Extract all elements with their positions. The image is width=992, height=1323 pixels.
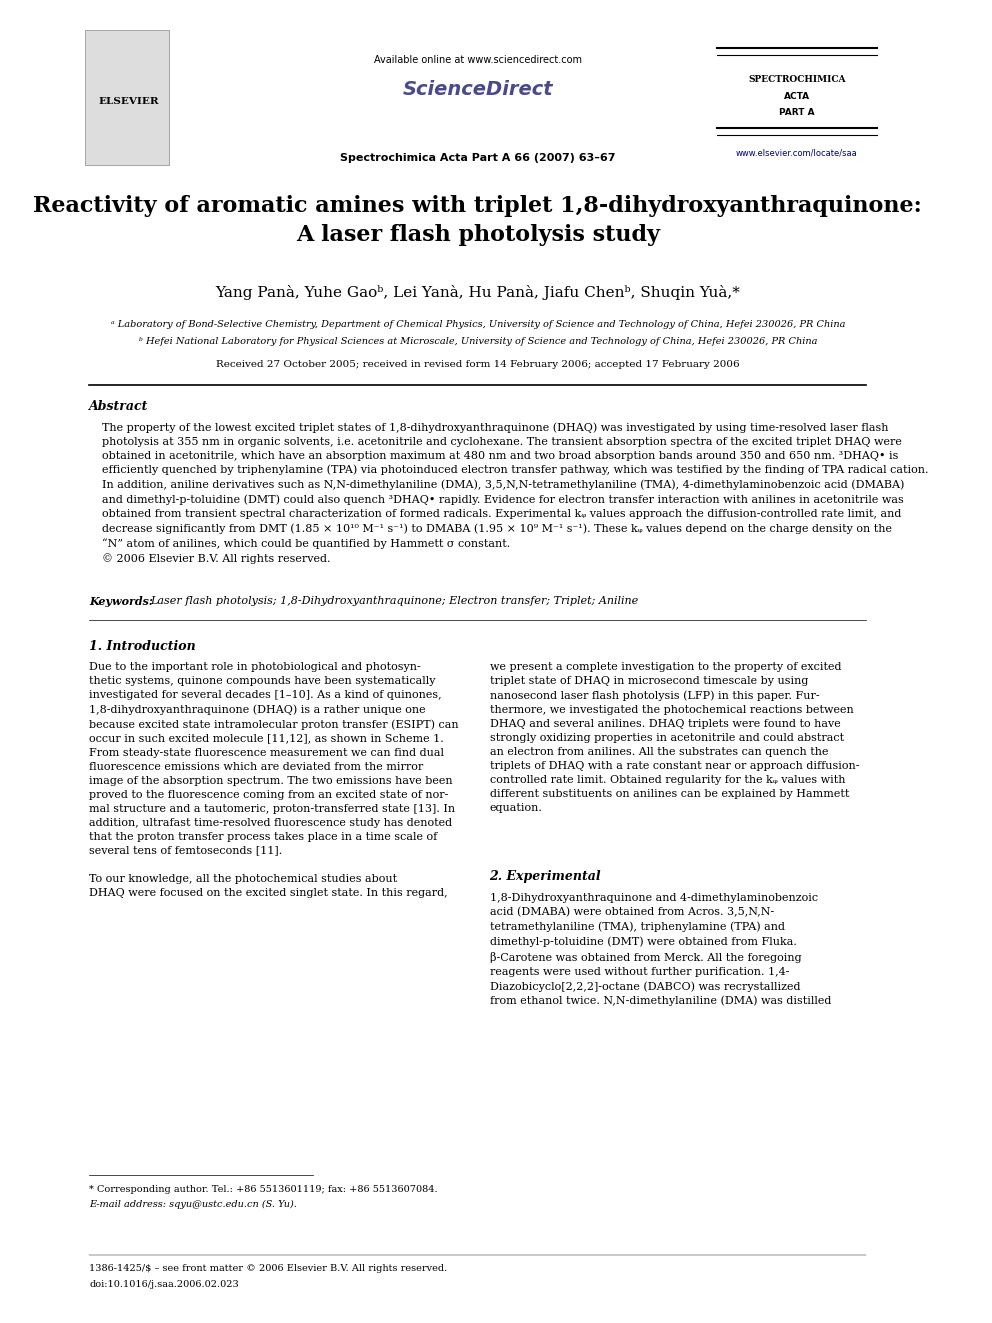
- Text: SPECTROCHIMICA: SPECTROCHIMICA: [748, 75, 846, 83]
- Text: The property of the lowest excited triplet states of 1,8-dihydroxyanthraquinone : The property of the lowest excited tripl…: [102, 422, 929, 565]
- Text: 2. Experimental: 2. Experimental: [490, 871, 601, 882]
- Text: ACTA: ACTA: [784, 93, 810, 101]
- Text: Spectrochimica Acta Part A 66 (2007) 63–67: Spectrochimica Acta Part A 66 (2007) 63–…: [340, 153, 615, 163]
- Text: 1386-1425/$ – see front matter © 2006 Elsevier B.V. All rights reserved.: 1386-1425/$ – see front matter © 2006 El…: [89, 1263, 447, 1273]
- Text: 1,8-Dihydroxyanthraquinone and 4-dimethylaminobenzoic
acid (DMABA) were obtained: 1,8-Dihydroxyanthraquinone and 4-dimethy…: [490, 893, 831, 1007]
- Text: www.elsevier.com/locate/saa: www.elsevier.com/locate/saa: [736, 148, 858, 157]
- Text: ᵃ Laboratory of Bond-Selective Chemistry, Department of Chemical Physics, Univer: ᵃ Laboratory of Bond-Selective Chemistry…: [110, 320, 845, 329]
- Text: * Corresponding author. Tel.: +86 5513601119; fax: +86 5513607084.: * Corresponding author. Tel.: +86 551360…: [89, 1185, 438, 1193]
- Text: ScienceDirect: ScienceDirect: [403, 79, 554, 99]
- Text: PART A: PART A: [779, 108, 814, 116]
- Bar: [85, 30, 170, 165]
- Text: ELSEVIER: ELSEVIER: [99, 97, 160, 106]
- Text: Keywords:: Keywords:: [89, 595, 154, 607]
- Text: Laser flash photolysis; 1,8-Dihydroxyanthraquinone; Electron transfer; Triplet; : Laser flash photolysis; 1,8-Dihydroxyant…: [150, 595, 639, 606]
- Text: Yang Panà, Yuhe Gaoᵇ, Lei Yanà, Hu Panà, Jiafu Chenᵇ, Shuqin Yuà,*: Yang Panà, Yuhe Gaoᵇ, Lei Yanà, Hu Panà,…: [215, 284, 740, 300]
- Text: ᵇ Hefei National Laboratory for Physical Sciences at Microscale, University of S: ᵇ Hefei National Laboratory for Physical…: [139, 337, 817, 347]
- Text: Abstract: Abstract: [89, 400, 149, 413]
- Text: Received 27 October 2005; received in revised form 14 February 2006; accepted 17: Received 27 October 2005; received in re…: [216, 360, 740, 369]
- Text: we present a complete investigation to the property of excited
triplet state of : we present a complete investigation to t…: [490, 662, 859, 812]
- Text: Reactivity of aromatic amines with triplet 1,8-dihydroxyanthraquinone:
A laser f: Reactivity of aromatic amines with tripl…: [34, 194, 923, 246]
- Text: doi:10.1016/j.saa.2006.02.023: doi:10.1016/j.saa.2006.02.023: [89, 1279, 239, 1289]
- Text: Available online at www.sciencedirect.com: Available online at www.sciencedirect.co…: [374, 56, 581, 65]
- Text: E-mail address: sqyu@ustc.edu.cn (S. Yu).: E-mail address: sqyu@ustc.edu.cn (S. Yu)…: [89, 1200, 298, 1209]
- Text: Due to the important role in photobiological and photosyn-
thetic systems, quino: Due to the important role in photobiolog…: [89, 662, 459, 898]
- Text: 1. Introduction: 1. Introduction: [89, 640, 196, 654]
